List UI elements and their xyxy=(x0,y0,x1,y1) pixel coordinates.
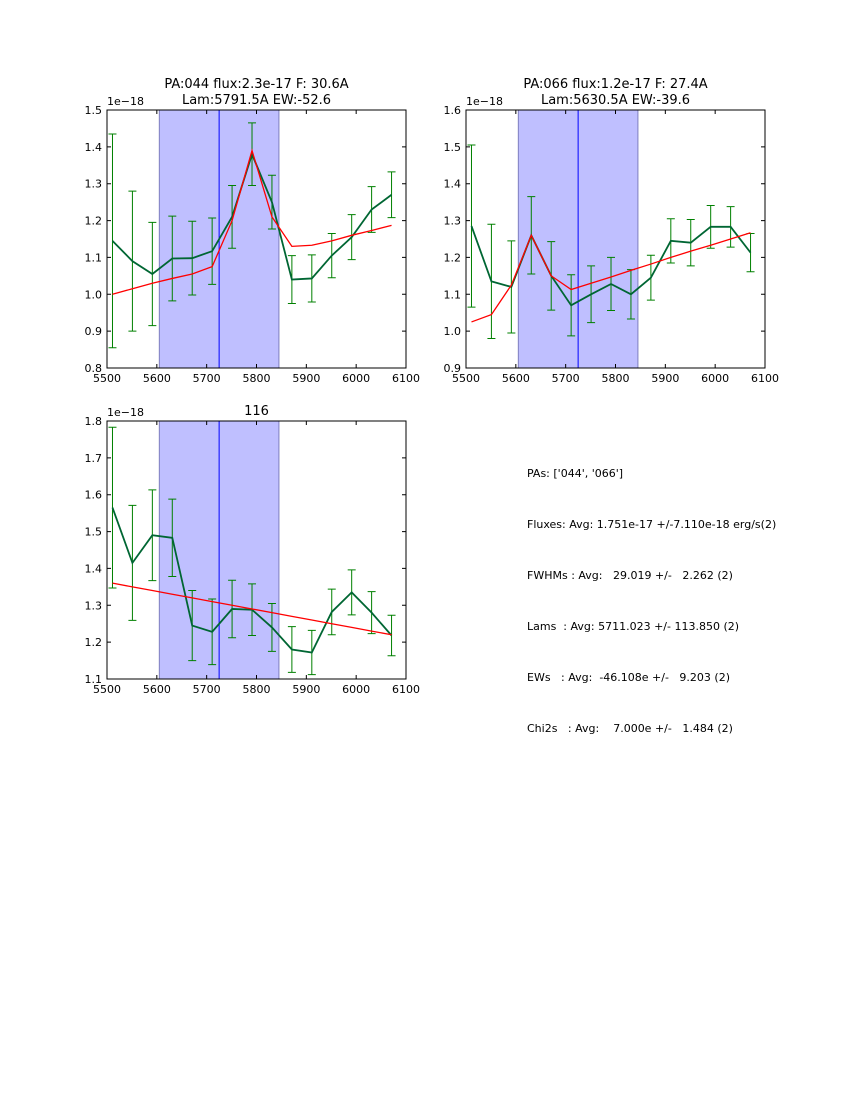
x-tick-label: 5800 xyxy=(243,372,271,385)
y-tick-label: 1.3 xyxy=(85,178,103,191)
x-tick-label: 5500 xyxy=(93,372,121,385)
y-tick-label: 1.2 xyxy=(444,251,462,264)
offset-label: 1e−18 xyxy=(466,95,503,108)
stats-lams: Lams : Avg: 5711.023 +/- 113.850 (2) xyxy=(527,619,740,633)
y-tick-label: 1.4 xyxy=(444,178,462,191)
stats-panel: PAs: ['044', '066'] Fluxes: Avg: 1.751e-… xyxy=(527,435,776,767)
y-tick-label: 1.8 xyxy=(85,415,103,428)
y-tick-label: 1.5 xyxy=(85,526,103,539)
series-line-data xyxy=(111,151,393,281)
x-tick-label: 5600 xyxy=(502,372,530,385)
y-tick-label: 0.9 xyxy=(85,325,103,338)
x-tick-label: 5600 xyxy=(143,683,171,696)
x-tick-label: 5900 xyxy=(651,372,679,385)
stats-ews: EWs : Avg: -46.108e +/- 9.203 (2) xyxy=(527,670,730,684)
stats-chi2s: Chi2s : Avg: 7.000e +/- 1.484 (2) xyxy=(527,721,733,735)
offset-label: 1e−18 xyxy=(107,95,144,108)
x-tick-label: 5900 xyxy=(292,683,320,696)
series-line-data xyxy=(111,507,393,654)
x-tick-label: 5800 xyxy=(602,372,630,385)
series-line-fit xyxy=(112,582,392,636)
x-tick-label: 5900 xyxy=(292,372,320,385)
x-tick-label: 6100 xyxy=(751,372,779,385)
y-tick-label: 1.1 xyxy=(444,288,462,301)
x-tick-label: 5500 xyxy=(93,683,121,696)
chart-title: PA:044 flux:2.3e-17 F: 30.6A xyxy=(164,77,348,92)
series-line-fit xyxy=(471,232,751,323)
y-tick-label: 1.3 xyxy=(85,599,103,612)
subplot-2: 5500 5600 5700 5800 5900 6000 6100 0.9 1.0 1.1 1.2… xyxy=(444,77,780,385)
stats-fwhms: FWHMs : Avg: 29.019 +/- 2.262 (2) xyxy=(527,568,733,582)
x-tick-label: 5700 xyxy=(552,372,580,385)
stats-pas: PAs: ['044', '066'] xyxy=(527,466,624,480)
x-tick-label: 6000 xyxy=(342,683,370,696)
y-tick-label: 1.6 xyxy=(85,489,103,502)
chart-title: Lam:5791.5A EW:-52.6 xyxy=(182,93,331,108)
y-tick-label: 1.1 xyxy=(85,251,103,264)
y-tick-label: 1.2 xyxy=(85,215,103,228)
x-tick-label: 6000 xyxy=(701,372,729,385)
error-bar xyxy=(108,426,117,589)
x-tick-label: 5700 xyxy=(193,683,221,696)
y-tick-label: 1.1 xyxy=(85,673,103,686)
stats-fluxes: Fluxes: Avg: 1.751e-17 +/-7.110e-18 erg/… xyxy=(527,517,777,531)
y-tick-label: 0.8 xyxy=(85,362,103,375)
y-tick-label: 1.0 xyxy=(444,325,462,338)
x-tick-label: 5700 xyxy=(193,372,221,385)
chart-title: Lam:5630.5A EW:-39.6 xyxy=(541,93,690,108)
series-line-fit xyxy=(112,148,392,295)
error-bar xyxy=(467,144,476,308)
x-tick-label: 6000 xyxy=(342,372,370,385)
x-tick-label: 6100 xyxy=(392,372,420,385)
y-tick-label: 0.9 xyxy=(444,362,462,375)
chart-title: 116 xyxy=(244,404,269,419)
y-tick-label: 1.0 xyxy=(85,288,103,301)
y-tick-label: 1.6 xyxy=(444,104,462,117)
subplot-3: 5500 5600 5700 5800 5900 6000 6100 1.1 1.2 1.3 1.4… xyxy=(85,404,421,696)
y-tick-label: 1.4 xyxy=(85,141,103,154)
y-tick-label: 1.3 xyxy=(444,215,462,228)
y-tick-label: 1.4 xyxy=(85,562,103,575)
y-tick-label: 1.5 xyxy=(444,141,462,154)
y-tick-label: 1.5 xyxy=(85,104,103,117)
subplot-1: 5500 5600 5700 5800 5900 6000 6100 0.8 0.9 1.0 1.1… xyxy=(85,77,421,385)
x-tick-label: 6100 xyxy=(392,683,420,696)
x-tick-label: 5800 xyxy=(243,683,271,696)
chart-title: PA:066 flux:1.2e-17 F: 27.4A xyxy=(523,77,707,92)
offset-label: 1e−18 xyxy=(107,406,144,419)
x-tick-label: 5600 xyxy=(143,372,171,385)
y-tick-label: 1.7 xyxy=(85,452,103,465)
x-tick-label: 5500 xyxy=(452,372,480,385)
y-tick-label: 1.2 xyxy=(85,636,103,649)
